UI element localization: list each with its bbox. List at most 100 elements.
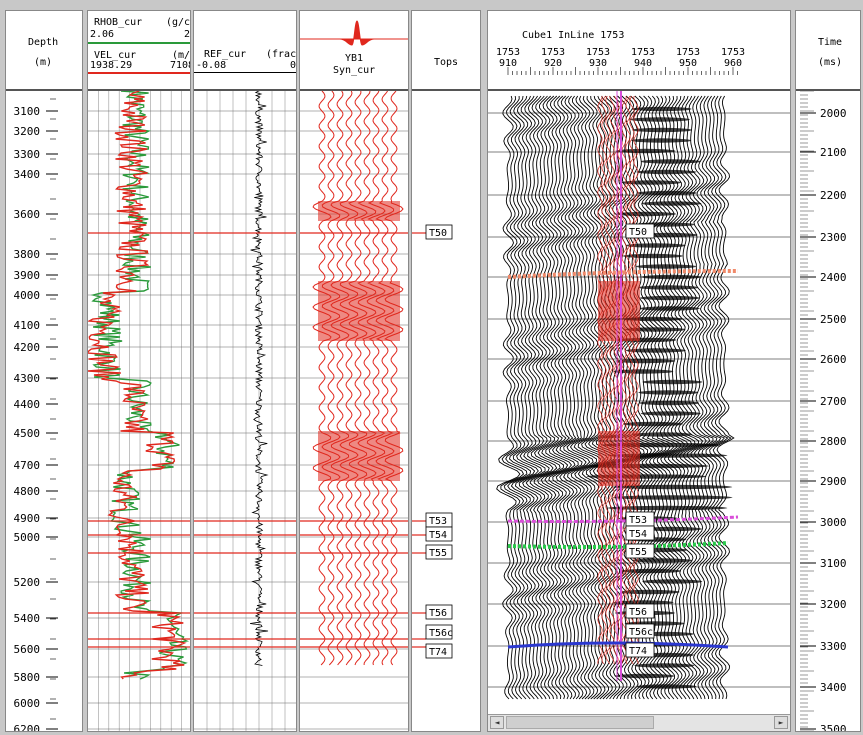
horizon-t74 [507,641,729,649]
time-label: 3000 [820,516,847,529]
time-label: 2900 [820,475,847,488]
depth-unit: (m) [34,57,53,68]
time-label: 3100 [820,557,847,570]
seismic-trace [709,95,729,700]
seismic-header: Cube1 InLine 1753 1753 910 1753 920 1753 930 1… [488,11,790,91]
top-label: T53 [429,516,447,527]
curve1-legend-line [88,42,190,44]
time-label: 3300 [820,640,847,653]
tops-markers: T50 T53 T54 T55 T56 T56c T74 [412,224,453,659]
seismic-trace [507,95,532,700]
crossline-label: 910 [499,58,517,69]
ref-track[interactable]: REF_cur (frac -0.08 0 [193,10,297,732]
curve2-name: VEL_cur [94,50,137,61]
seismic-trace [632,95,657,700]
synthetic-traces [300,90,408,730]
synthetic-trace [348,90,368,666]
depth-label: 4900 [14,512,41,525]
depth-scale: 3100 3200 3300 3400 3600 3800 3900 4000 4100 4200… [14,98,58,732]
seismic-section[interactable]: T50 T53 T54 T55 T56 T56c T74 [488,91,791,730]
curve1-min: 2.06 [90,29,115,40]
ref-unit: (frac [266,49,297,60]
synthetic-trace [384,90,404,666]
insert-trace [625,95,631,665]
depth-label: 3800 [14,248,41,261]
seismic-trace [540,95,565,700]
tops-title: Tops [434,57,459,68]
depth-label: 4700 [14,459,41,472]
time-label: 3500 [820,723,847,732]
inline-label: 1753 [721,47,745,58]
seismic-peak [622,421,683,427]
time-label: 2700 [820,395,847,408]
seismic-peak [640,411,701,416]
depth-label: 3900 [14,269,41,282]
horizontal-scrollbar[interactable]: ◄ ► [488,714,790,731]
syn-name: Syn_cur [333,65,376,76]
tops-track[interactable]: Tops T50 T53 T54 T55 T56 T56c T74 [411,10,481,732]
synthetic-fill [318,431,400,481]
insert-fill [598,431,640,486]
seismic-peak [639,306,700,311]
inline-label: 1753 [541,47,565,58]
insert-trace [597,95,603,665]
synthetic-fill [318,281,400,341]
scroll-left-button[interactable]: ◄ [490,716,504,729]
log-track-header: RHOB_cur (g/c 2.06 2 VEL_cur (m/ 1938.29… [88,11,190,91]
top-label: T50 [429,228,447,239]
seismic-trace [537,95,561,700]
seismic-top-label: T55 [629,547,647,558]
top-label-box [425,624,453,640]
time-scale: 2000 2100 2200 2300 2400 2500 2600 2700 2800 2900… [800,90,847,732]
seismic-trace [636,95,660,700]
seismic-trace [500,95,525,700]
ref-curve-line [250,90,269,666]
seismic-trace [697,95,718,700]
seismic-trace [686,95,707,700]
depth-label: 5600 [14,643,41,656]
curve1-name: RHOB_cur [94,17,143,28]
depth-track-header: Depth (m) [6,11,82,91]
seismic-trace [675,95,696,700]
time-label: 2300 [820,231,847,244]
seismic-top-label: T74 [629,646,647,657]
depth-label: 6200 [14,723,41,732]
synthetic-track[interactable]: YB1 Syn_cur [299,10,409,732]
syn-track-header: YB1 Syn_cur [300,11,408,91]
seismic-peak [612,484,733,490]
seismic-top-box [625,223,655,239]
top-label-box [425,643,453,659]
synthetic-trace [375,90,395,666]
top-label: T56 [429,608,447,619]
seismic-trace [563,95,587,700]
top-label: T55 [429,548,447,559]
seismic-trace [678,95,700,700]
seismic-trace [581,95,605,700]
scroll-thumb[interactable] [506,716,654,729]
seismic-trace [577,95,602,700]
depth-label: 4100 [14,319,41,332]
seismic-peak [636,169,697,175]
log-curves [88,90,190,731]
scroll-right-button[interactable]: ► [774,716,788,729]
seismic-panel[interactable]: Cube1 InLine 1753 1753 910 1753 920 1753 930 1… [487,10,791,732]
log-track[interactable]: RHOB_cur (g/c 2.06 2 VEL_cur (m/ 1938.29… [87,10,191,732]
top-label: T56c [429,628,453,639]
depth-label: 4300 [14,372,41,385]
crossline-label: 950 [679,58,697,69]
seismic-peak [616,211,677,217]
depth-label: 4200 [14,341,41,354]
seismic-peak [612,495,733,500]
seismic-trace [620,95,645,700]
seismic-trace [705,95,726,700]
seismic-trace [653,95,675,700]
seismic-peak [632,127,693,133]
synthetic-trace [312,90,332,666]
depth-track: Depth (m) 3100 3200 3300 3400 3600 3800 3900 40… [5,10,83,732]
horizon-t53 [507,515,739,523]
seismic-trace [682,95,704,700]
vel-curve [88,90,187,680]
insert-trace [609,96,615,664]
seismic-peak [615,358,676,364]
